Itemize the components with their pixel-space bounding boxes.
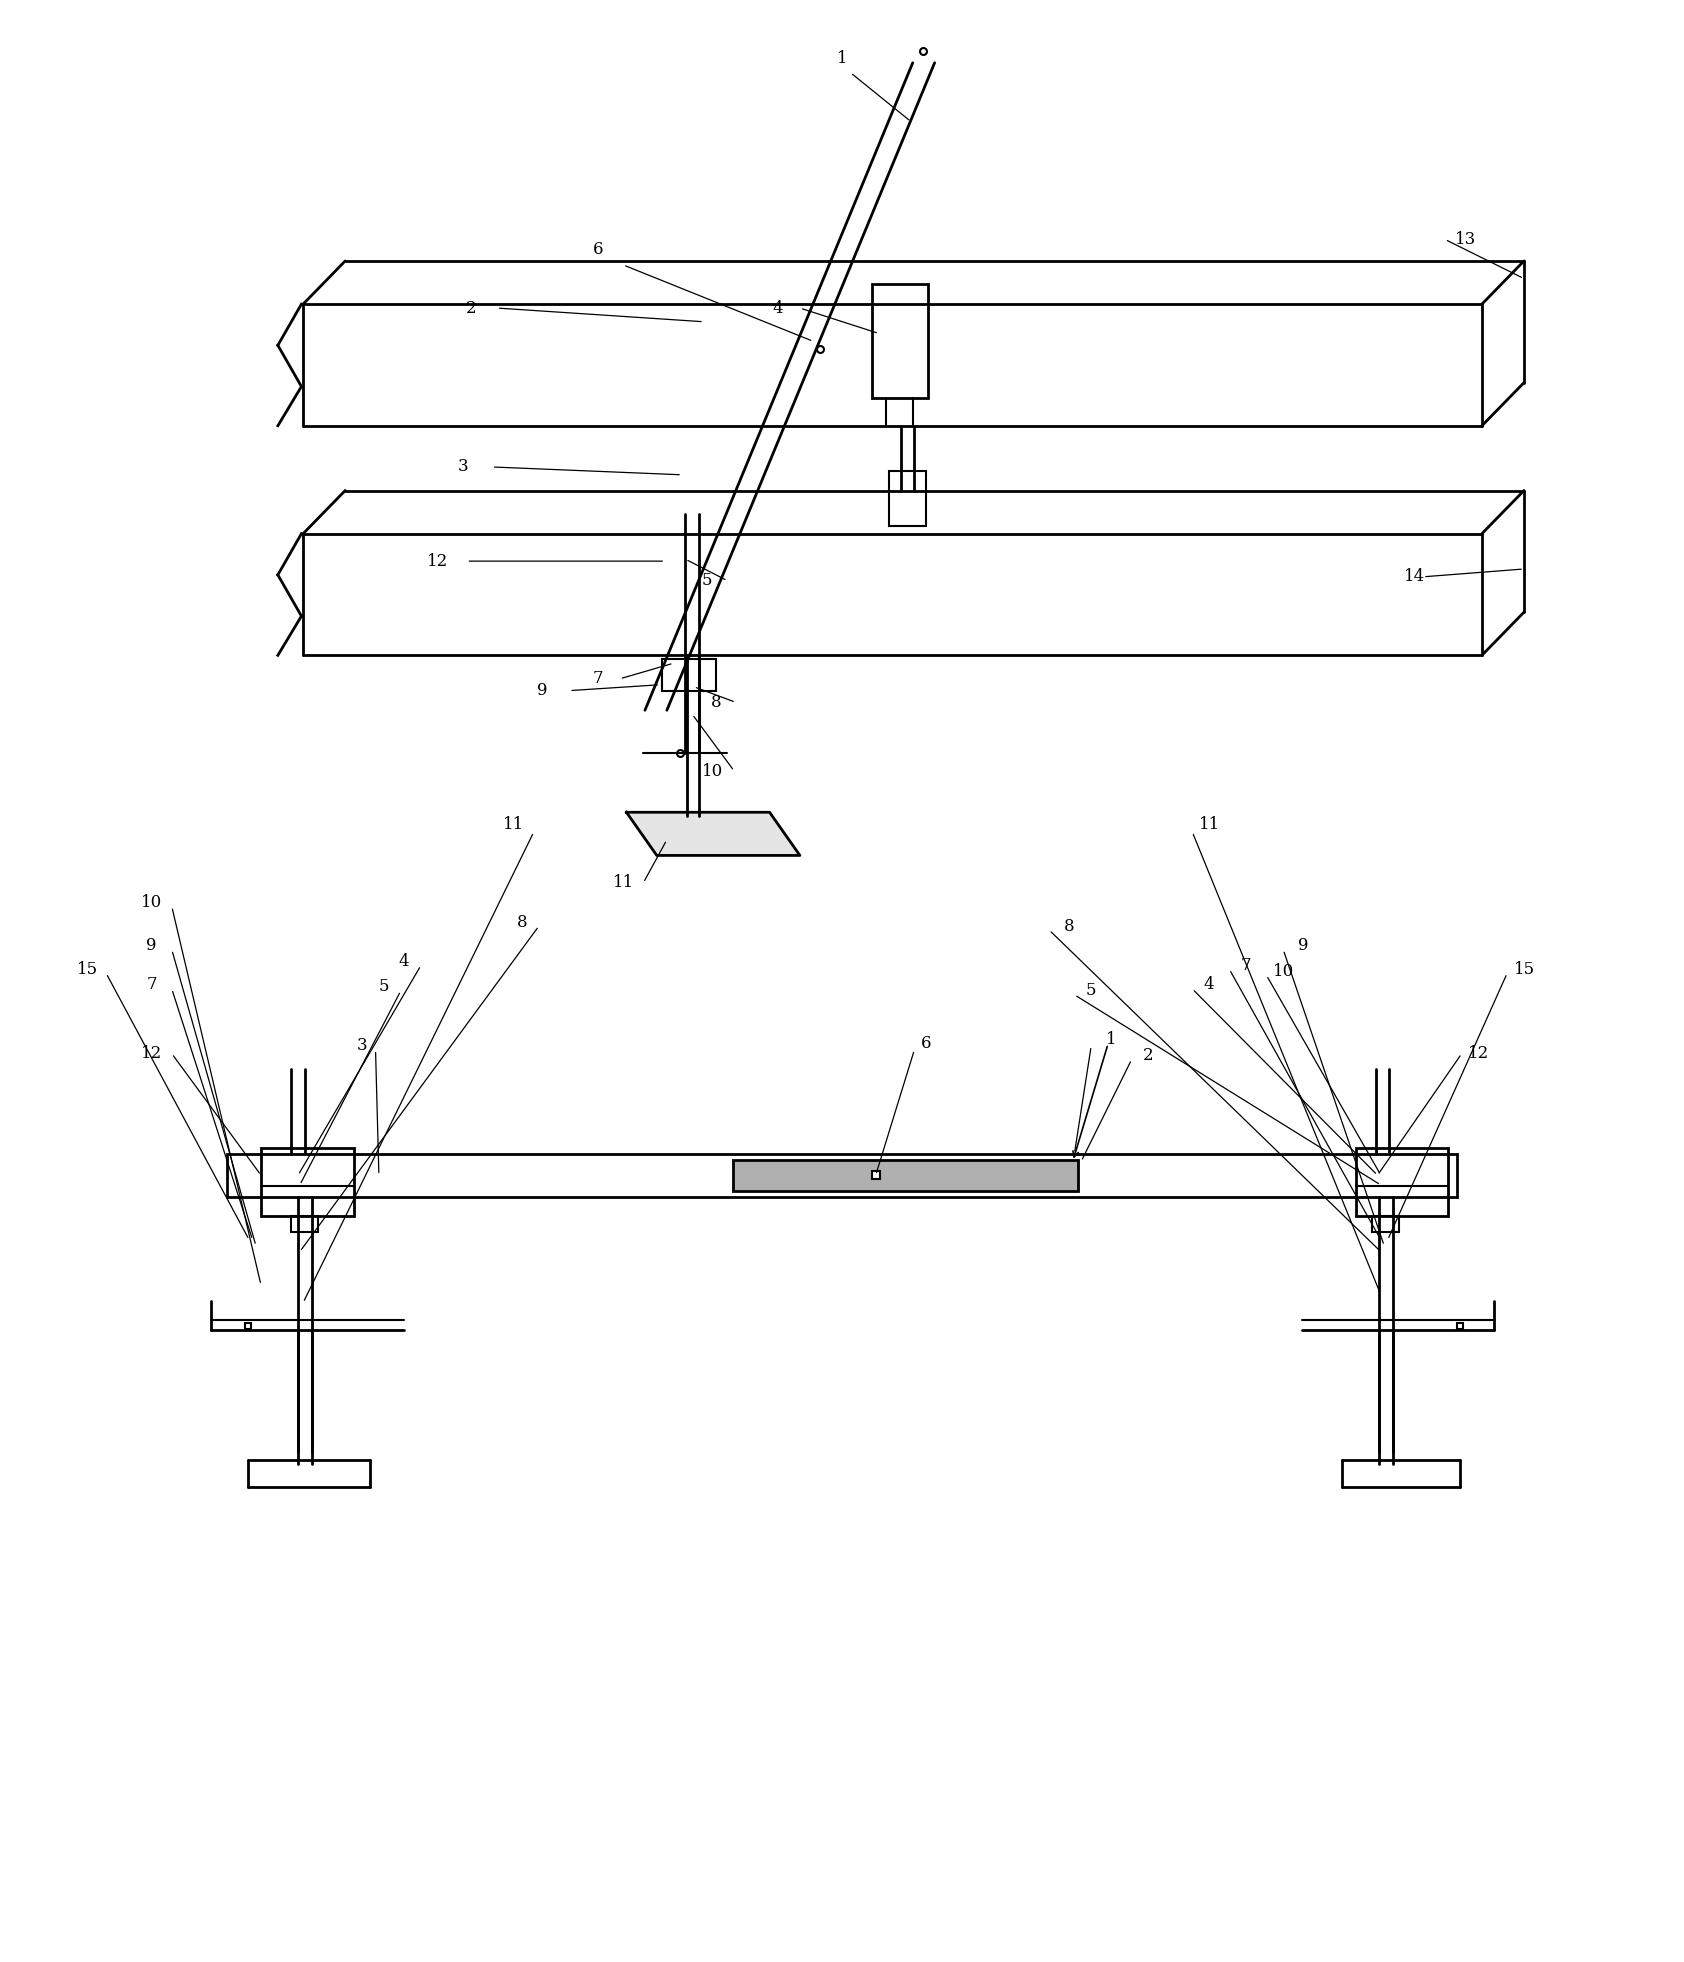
Bar <box>889 471 926 526</box>
Text: 12: 12 <box>428 553 448 569</box>
Text: 10: 10 <box>1273 963 1293 979</box>
Text: 5: 5 <box>1086 983 1096 999</box>
Text: 2: 2 <box>1143 1048 1154 1063</box>
Text: 4: 4 <box>399 954 409 969</box>
Text: 8: 8 <box>711 695 721 710</box>
Text: 15: 15 <box>77 961 98 977</box>
Bar <box>872 284 928 398</box>
Text: 9: 9 <box>1298 938 1308 954</box>
Text: 5: 5 <box>702 573 712 589</box>
Polygon shape <box>626 812 800 855</box>
Bar <box>1356 1148 1448 1216</box>
Text: 4: 4 <box>773 300 783 316</box>
Text: 12: 12 <box>141 1046 162 1061</box>
Text: 2: 2 <box>466 300 477 316</box>
Text: 14: 14 <box>1404 569 1425 585</box>
Bar <box>1372 1216 1399 1232</box>
Text: 11: 11 <box>1199 816 1219 832</box>
Bar <box>291 1216 318 1232</box>
Text: 9: 9 <box>537 683 547 698</box>
Text: 10: 10 <box>141 895 162 910</box>
Text: 6: 6 <box>921 1036 931 1052</box>
Text: 9: 9 <box>147 938 157 954</box>
Text: 6: 6 <box>593 241 603 257</box>
Text: 11: 11 <box>504 816 524 832</box>
Bar <box>261 1148 354 1216</box>
Text: 7: 7 <box>593 671 603 687</box>
Text: 7: 7 <box>147 977 157 993</box>
Text: 12: 12 <box>1468 1046 1489 1061</box>
Text: 15: 15 <box>1514 961 1534 977</box>
Text: 3: 3 <box>357 1038 367 1054</box>
Text: 3: 3 <box>458 459 468 475</box>
Bar <box>733 1160 1078 1191</box>
Text: 8: 8 <box>1064 918 1074 934</box>
Text: 13: 13 <box>1455 232 1475 247</box>
Text: 11: 11 <box>613 875 633 891</box>
Bar <box>227 1154 1457 1197</box>
Text: 8: 8 <box>517 914 527 930</box>
Text: 5: 5 <box>379 979 389 995</box>
Bar <box>662 659 716 691</box>
Text: 7: 7 <box>1241 957 1251 973</box>
Text: 1: 1 <box>1106 1032 1116 1048</box>
Text: 10: 10 <box>702 763 722 779</box>
Text: 1: 1 <box>837 51 847 67</box>
Text: 4: 4 <box>1204 977 1214 993</box>
